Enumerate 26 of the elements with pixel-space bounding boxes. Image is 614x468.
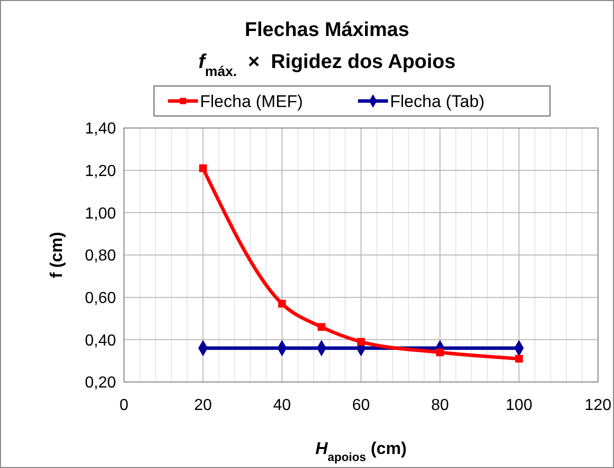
y-tick-label: 0,20 (84, 374, 116, 392)
x-tick-label: 80 (431, 397, 449, 414)
point (436, 348, 444, 356)
y-tick-label: 0,80 (84, 248, 116, 265)
x-tick-label: 120 (584, 397, 612, 414)
y-tick-label: 1,20 (84, 162, 116, 180)
x-tick-label: 0 (120, 397, 129, 414)
y-tick-label: 1,00 (84, 205, 116, 222)
point (318, 323, 326, 331)
y-axis-title: f (cm) (47, 232, 66, 278)
point (199, 164, 207, 172)
y-tick-label: 0,40 (84, 332, 116, 350)
point (357, 338, 365, 346)
x-tick-label: 60 (352, 397, 370, 414)
point (278, 300, 286, 308)
y-tick-label: 0,60 (84, 290, 116, 307)
chart-title: Flechas Máximas (244, 19, 410, 41)
point (515, 354, 523, 363)
chart-subtitle: f$_{máx.}$ × Rigidez dos Apoios (198, 51, 456, 79)
x-axis-title: H$_{apoios}$ (cm) (315, 439, 407, 464)
y-tick-label: 1,40 (84, 120, 116, 138)
legend-label: Flecha (Tab) (390, 92, 484, 111)
x-tick-label: 100 (506, 397, 532, 414)
x-tick-label: 20 (194, 397, 212, 414)
legend-label: Flecha (MEF) (200, 92, 303, 111)
x-tick-label: 40 (273, 397, 291, 414)
